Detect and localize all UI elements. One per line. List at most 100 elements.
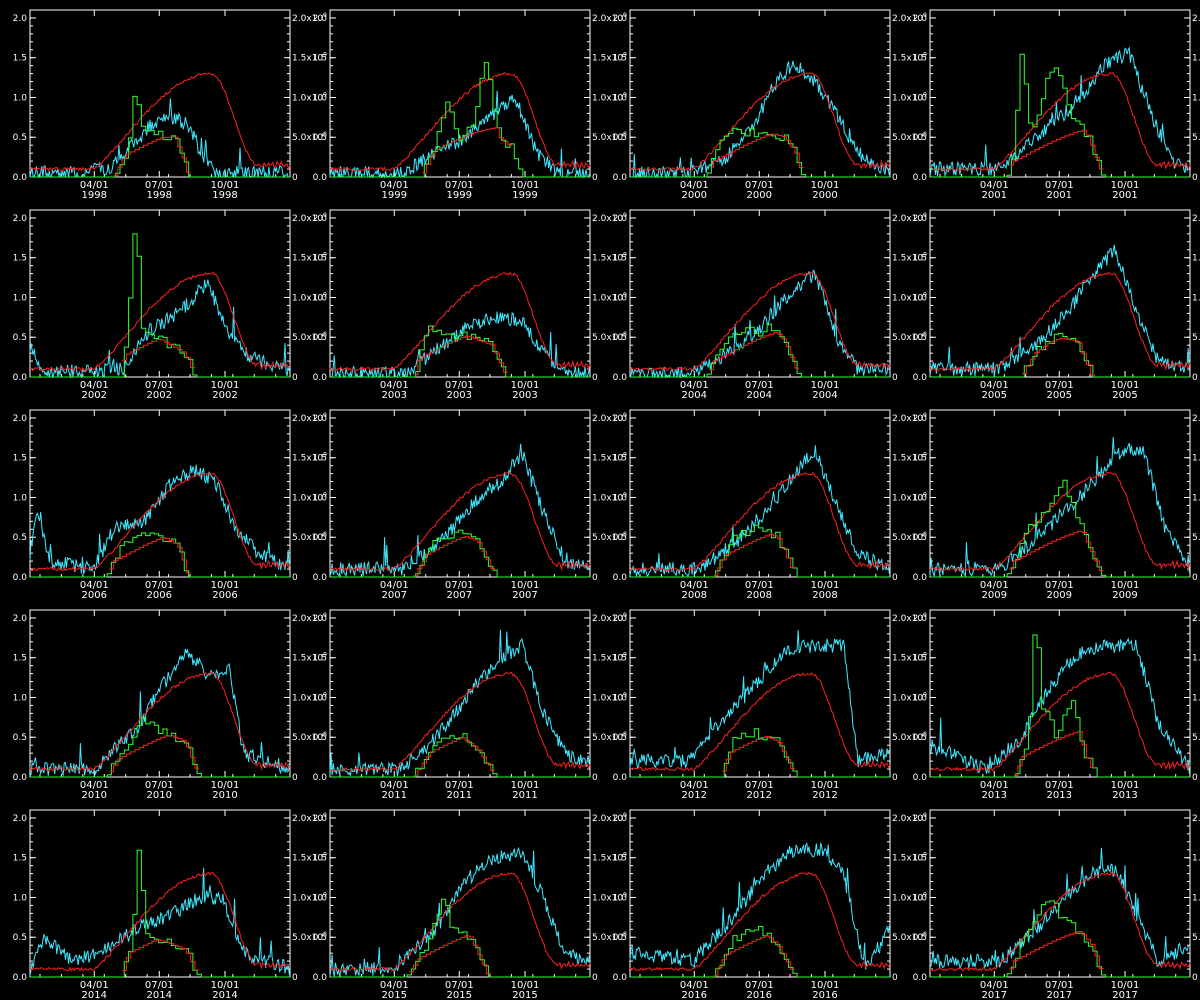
plot-frame	[329, 209, 591, 378]
right-tick-label: 5.0x108	[592, 931, 627, 943]
green-series-step	[30, 95, 290, 178]
panel-2012: 0.0 0.5 1.0 1.5 2.0 0 5.0x108 1.0x109 1.5x109 2.0…	[613, 609, 927, 801]
right-tick-label: 1.5x109	[592, 452, 627, 464]
green-series-step	[330, 325, 590, 378]
green-series-step	[930, 53, 1190, 178]
right-tick-label: 1.0x109	[892, 291, 927, 303]
right-tick-label: 1.0x109	[1192, 891, 1200, 903]
left-tick-label: 0.5	[613, 333, 627, 343]
left-tick-label: 1.0	[613, 693, 628, 703]
left-tick-label: 0.0	[913, 973, 928, 983]
left-tick-label: 1.5	[913, 854, 927, 864]
left-tick-label: 0.5	[313, 133, 327, 143]
x-tick-label: 04/01	[980, 980, 1009, 991]
x-tick-label: 10/01	[811, 580, 840, 591]
left-tick-label: 1.0	[313, 493, 328, 503]
left-tick-label: 2.0	[613, 14, 628, 24]
right-tick-label: 5.0x108	[292, 531, 327, 543]
left-tick-label: 1.5	[13, 654, 27, 664]
left-tick-label: 1.5	[913, 54, 927, 64]
left-tick-label: 1.5	[13, 854, 27, 864]
right-tick-label: 2.0x109	[292, 12, 327, 24]
x-tick-label: 07/01	[145, 580, 174, 591]
left-tick-label: 1.0	[313, 693, 328, 703]
left-tick-label: 2.0	[313, 14, 328, 24]
x-tick-label: 07/01	[745, 580, 774, 591]
left-tick-label: 0.5	[913, 133, 927, 143]
red-series-line	[29, 871, 291, 972]
left-tick-label: 1.5	[613, 54, 627, 64]
right-tick-label: 0	[592, 973, 598, 983]
left-tick-label: 1.5	[613, 454, 627, 464]
right-tick-label: 0	[592, 773, 598, 783]
right-tick-label: 0	[592, 173, 598, 183]
x-tick-label: 10/01	[1111, 380, 1140, 391]
cyan-series-line	[29, 279, 290, 379]
right-tick-label: 0	[892, 173, 898, 183]
left-tick-label: 1.5	[313, 654, 327, 664]
right-tick-label: 0	[892, 973, 898, 983]
x-tick-year: 2011	[447, 790, 472, 801]
right-tick-label: 2.0x109	[1192, 812, 1200, 824]
red-series-step	[1009, 931, 1104, 970]
right-tick-label: 1.0x109	[1192, 91, 1200, 103]
left-tick-label: 1.5	[13, 454, 27, 464]
x-tick-label: 04/01	[680, 580, 709, 591]
x-tick-year: 2008	[682, 590, 707, 601]
right-tick-label: 5.0x108	[892, 931, 927, 943]
left-tick-label: 2.0	[613, 614, 628, 624]
left-tick-label: 1.0	[13, 93, 28, 103]
left-tick-label: 0.0	[13, 173, 28, 183]
right-tick-label: 5.0x108	[592, 131, 627, 143]
green-series-step	[930, 634, 1190, 778]
left-tick-label: 0.0	[13, 573, 28, 583]
x-tick-year: 2004	[812, 390, 837, 401]
x-tick-year: 2009	[1112, 590, 1137, 601]
left-tick-label: 2.0	[913, 414, 928, 424]
x-tick-label: 07/01	[445, 180, 474, 191]
plot-frame	[929, 809, 1191, 978]
x-tick-year: 2013	[1047, 790, 1072, 801]
left-tick-label: 0.0	[613, 573, 628, 583]
left-tick-label: 1.0	[13, 893, 28, 903]
left-tick-label: 0.5	[313, 533, 327, 543]
x-tick-year: 1998	[82, 190, 107, 201]
x-tick-year: 2013	[982, 790, 1007, 801]
panel-2013: 0.0 0.5 1.0 1.5 2.0 0 5.0x108 1.0x109 1.5x109 2.0…	[913, 609, 1200, 801]
red-series-line	[629, 471, 891, 572]
red-series-line	[929, 271, 1191, 372]
x-tick-label: 07/01	[445, 980, 474, 991]
plot-frame	[629, 809, 891, 978]
cyan-series-line	[629, 842, 890, 970]
green-series-step	[330, 898, 590, 978]
x-tick-label: 10/01	[211, 380, 240, 391]
left-tick-label: 0.5	[313, 733, 327, 743]
left-tick-label: 1.0	[613, 893, 628, 903]
green-series-step	[630, 127, 890, 178]
x-tick-label: 10/01	[1111, 780, 1140, 791]
red-series-step	[122, 338, 195, 368]
right-tick-label: 1.5x109	[1192, 52, 1200, 64]
x-tick-year: 2002	[212, 390, 237, 401]
right-tick-label: 1.5x109	[292, 852, 327, 864]
red-series-line	[29, 471, 291, 572]
x-tick-year: 2015	[512, 990, 537, 1000]
left-tick-label: 0.0	[913, 773, 928, 783]
x-tick-label: 10/01	[1111, 980, 1140, 991]
plot-frame	[629, 209, 891, 378]
right-tick-label: 2.0x109	[892, 12, 927, 24]
left-tick-label: 2.0	[313, 814, 328, 824]
x-tick-label: 04/01	[380, 780, 409, 791]
right-tick-label: 1.0x109	[292, 91, 327, 103]
red-series-step	[109, 537, 191, 574]
red-series-step	[413, 737, 495, 777]
left-tick-label: 0.5	[13, 333, 27, 343]
left-tick-label: 0.5	[913, 533, 927, 543]
left-tick-label: 1.0	[913, 693, 928, 703]
left-tick-label: 0.0	[313, 173, 328, 183]
left-tick-label: 1.0	[313, 893, 328, 903]
right-tick-label: 0	[292, 573, 298, 583]
right-tick-label: 2.0x109	[892, 612, 927, 624]
left-tick-label: 1.5	[13, 54, 27, 64]
x-tick-year: 2006	[212, 590, 237, 601]
